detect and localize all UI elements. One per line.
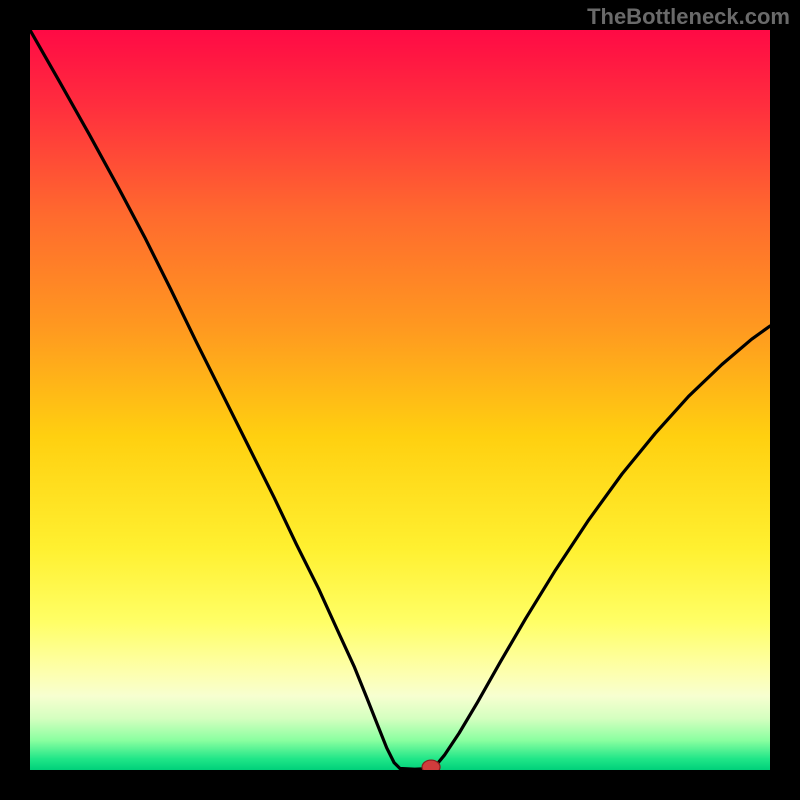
watermark-text: TheBottleneck.com	[587, 4, 790, 30]
curve-line	[30, 30, 770, 769]
minimum-marker	[422, 760, 440, 770]
plot-area	[30, 30, 770, 770]
bottleneck-curve	[30, 30, 770, 770]
chart-container: TheBottleneck.com	[0, 0, 800, 800]
